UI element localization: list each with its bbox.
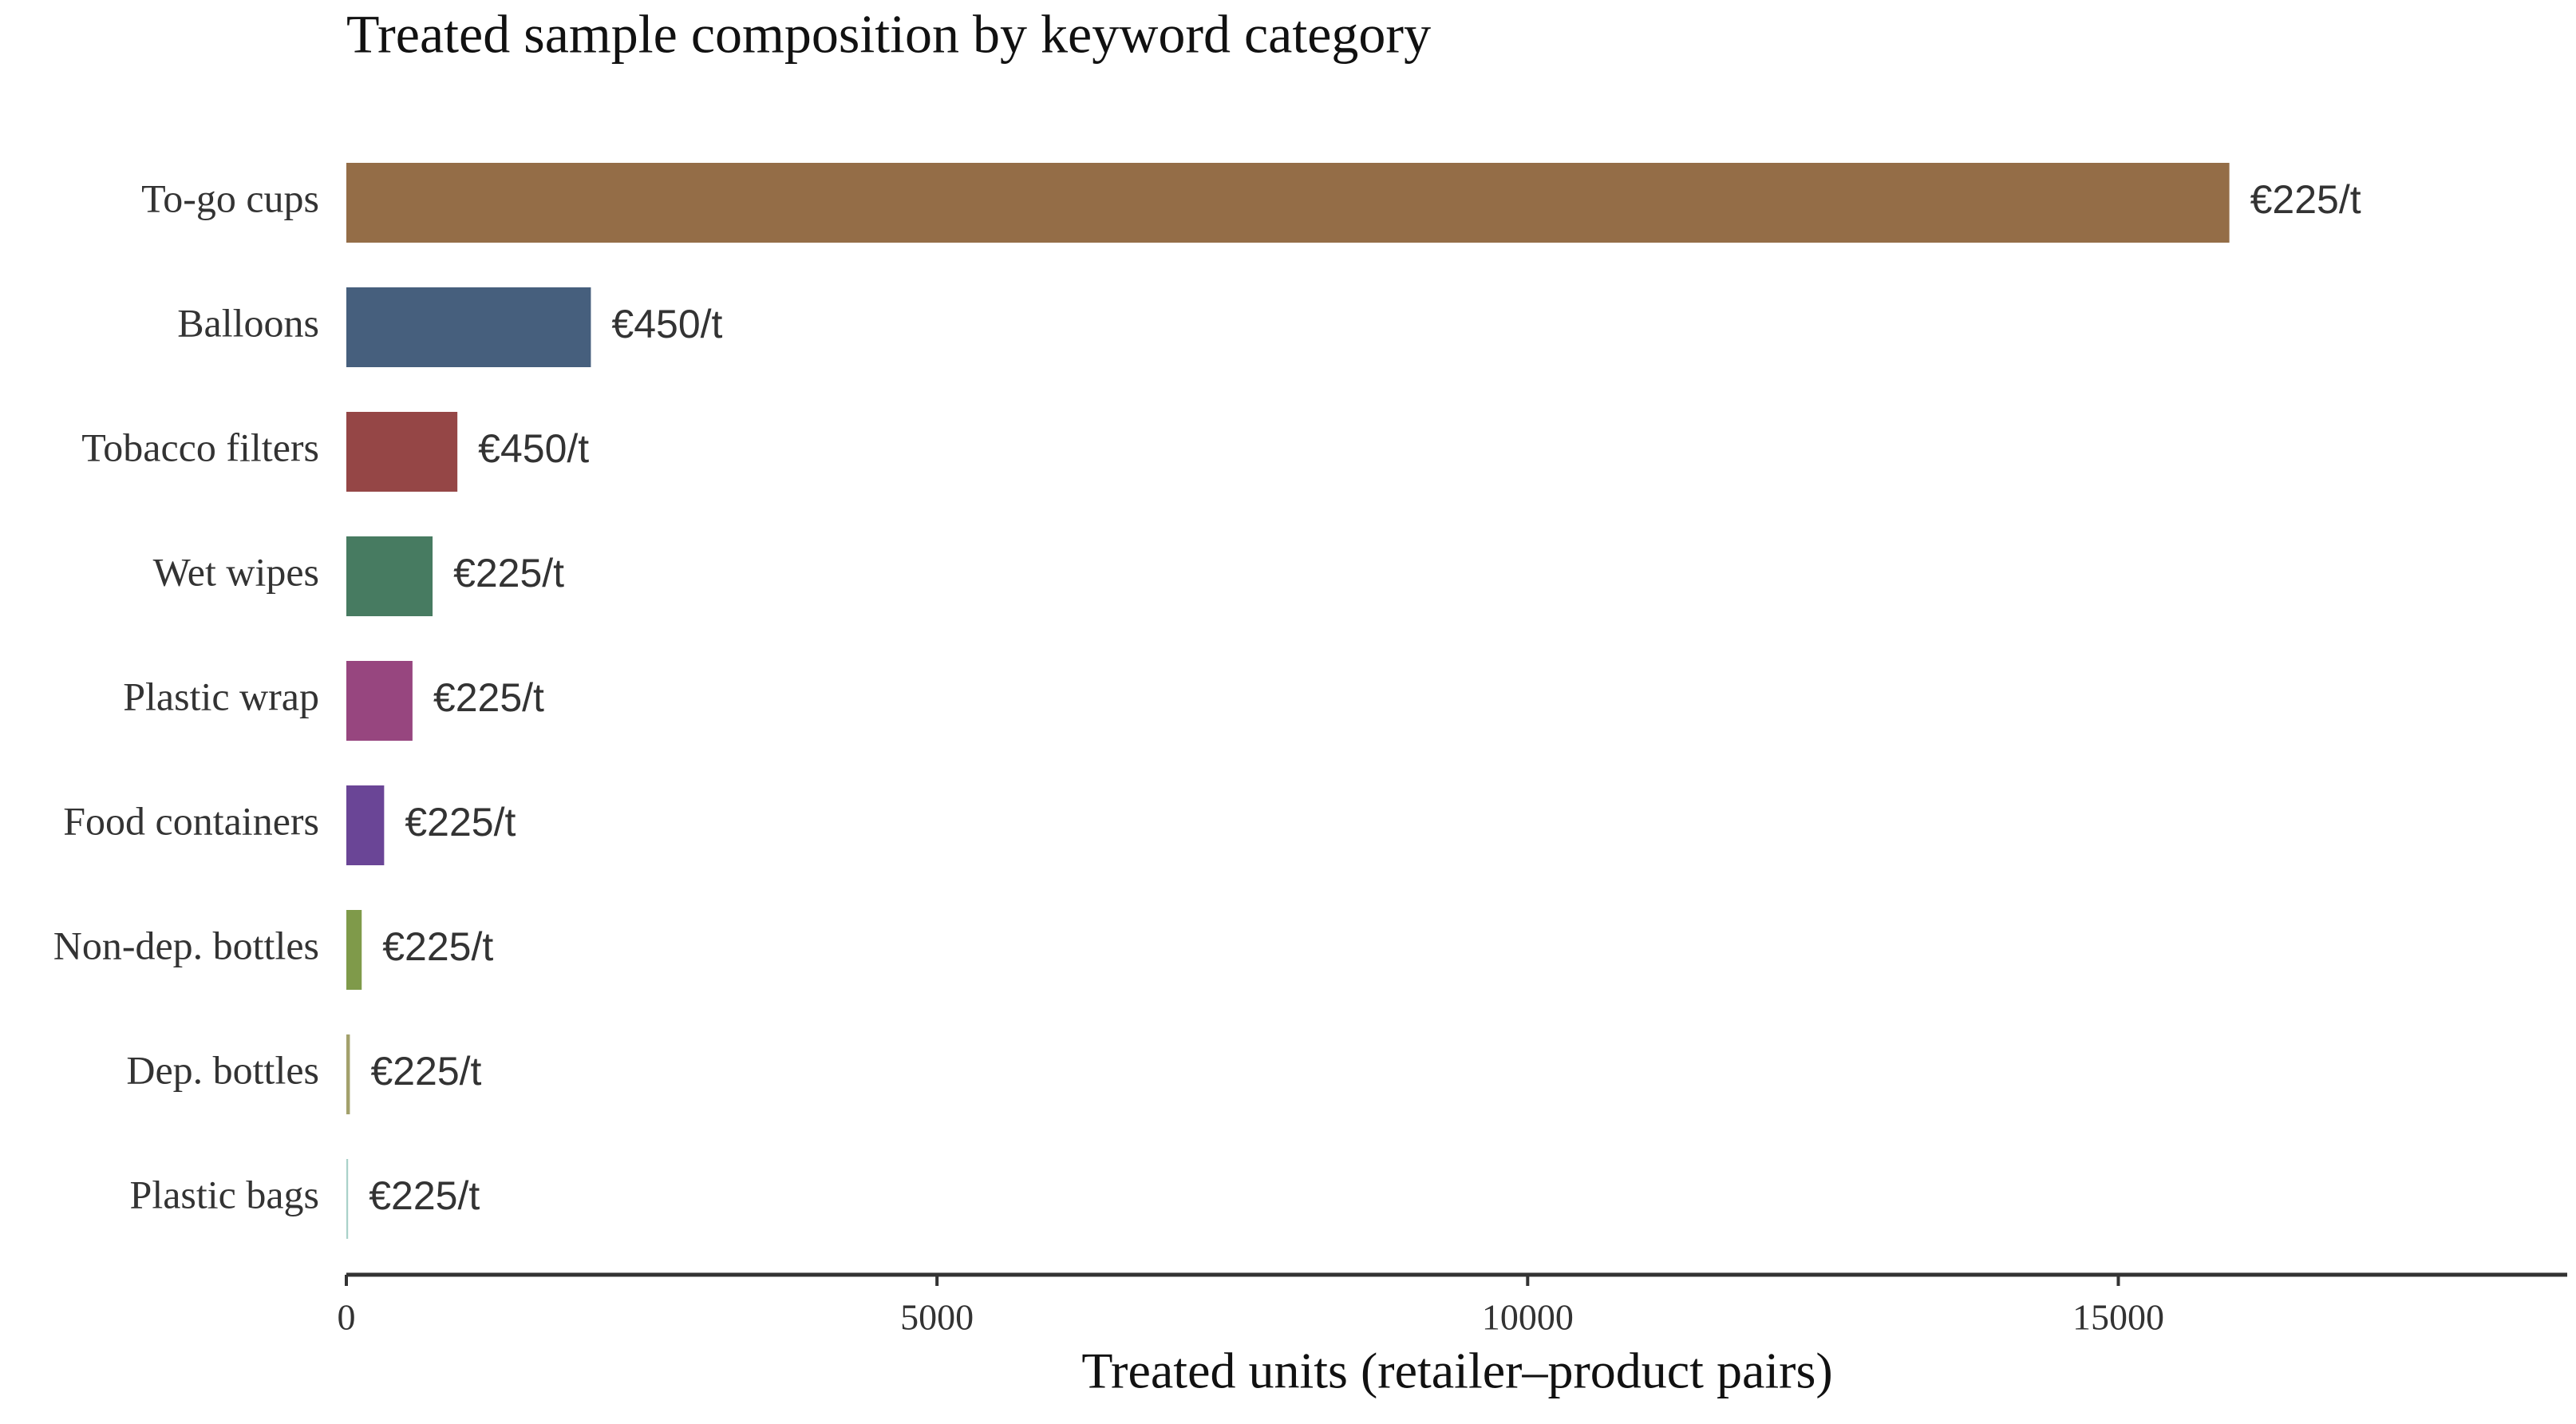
- bar: [346, 785, 385, 865]
- x-tick-label: 5000: [900, 1297, 974, 1338]
- y-tick-label: Non-dep. bottles: [53, 923, 319, 967]
- bar: [346, 412, 458, 492]
- x-tick-label: 0: [338, 1297, 356, 1338]
- bar: [346, 163, 2230, 243]
- bar: [346, 910, 362, 990]
- chart-title: Treated sample composition by keyword ca…: [346, 4, 1431, 65]
- bar: [346, 536, 433, 616]
- y-tick-label: Plastic wrap: [123, 674, 319, 718]
- y-tick-label: Tobacco filters: [81, 425, 319, 469]
- bar: [346, 1034, 350, 1114]
- y-tick-label: Dep. bottles: [126, 1047, 319, 1092]
- bar: [346, 661, 413, 741]
- bar-label: €225/t: [405, 800, 516, 845]
- y-tick-label: Wet wipes: [153, 549, 319, 594]
- bar-label: €225/t: [369, 1173, 480, 1218]
- y-tick-label: To-go cups: [141, 176, 319, 220]
- y-tick-label: Plastic bags: [130, 1172, 319, 1216]
- x-tick-label: 15000: [2072, 1297, 2164, 1338]
- bar: [346, 287, 591, 367]
- bar-label: €225/t: [382, 924, 493, 969]
- x-tick-label: 10000: [1482, 1297, 1574, 1338]
- bar-label: €450/t: [611, 302, 722, 346]
- y-tick-label: Food containers: [63, 798, 319, 843]
- bar-label: €225/t: [2250, 177, 2361, 222]
- bar-label: €225/t: [433, 675, 544, 720]
- y-tick-label: Balloons: [177, 300, 319, 345]
- x-axis-title: Treated units (retailer–product pairs): [1081, 1343, 1832, 1399]
- bar-label: €225/t: [453, 551, 564, 595]
- bar: [346, 1159, 349, 1239]
- bar-label: €450/t: [478, 426, 589, 471]
- bar-label: €225/t: [370, 1049, 481, 1094]
